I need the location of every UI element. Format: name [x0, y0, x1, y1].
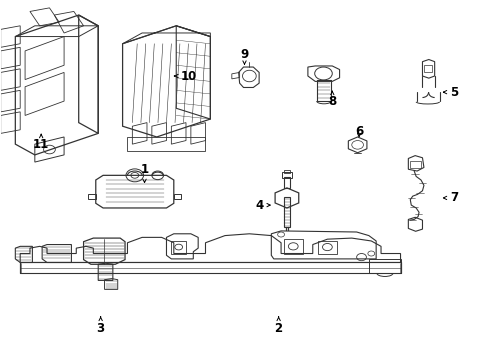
Text: 9: 9: [240, 48, 248, 64]
Text: 3: 3: [97, 317, 104, 335]
Text: 11: 11: [33, 134, 49, 150]
Text: 10: 10: [174, 69, 196, 82]
Text: 1: 1: [140, 163, 148, 183]
Bar: [282, 172, 291, 178]
Text: 2: 2: [274, 317, 282, 335]
Bar: [409, 161, 420, 168]
Text: 8: 8: [327, 91, 336, 108]
Bar: [283, 177, 290, 188]
Bar: [284, 170, 289, 173]
Bar: [283, 197, 290, 226]
Text: 5: 5: [443, 86, 457, 99]
Text: 6: 6: [354, 125, 363, 138]
Bar: [283, 239, 303, 253]
Bar: [424, 64, 431, 72]
Bar: [171, 241, 185, 253]
Bar: [317, 241, 336, 253]
Text: 4: 4: [254, 199, 270, 212]
Text: 7: 7: [443, 192, 457, 204]
